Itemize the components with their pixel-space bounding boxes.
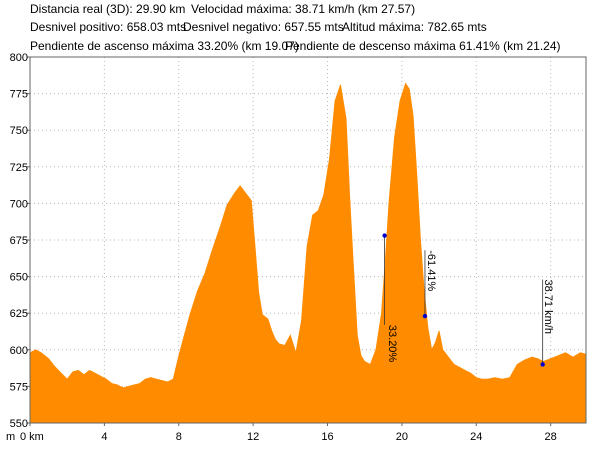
x-tick-label: 0 km (20, 431, 44, 443)
annotation-marker (540, 362, 545, 367)
max-speed-stat: Velocidad máxima: 38.71 km/h (km 27.57) (191, 2, 416, 16)
stats-panel: Distancia real (3D): 29.90 km Velocidad … (0, 0, 600, 56)
annotation-label: 38.71 km/h (542, 280, 554, 334)
elevation-area (29, 82, 587, 424)
distance-stat: Distancia real (3D): 29.90 km (30, 2, 186, 16)
y-tick-label: 650 (10, 272, 28, 284)
gain-stat: Desnivel positivo: 658.03 mts (30, 20, 187, 34)
loss-stat: Desnivel negativo: 657.55 mts (183, 20, 344, 34)
y-tick-label: 675 (10, 235, 28, 247)
x-tick-label: 8 (176, 431, 182, 443)
chart-annotations: 33.20% -61.41% 38.71 km/h (382, 233, 554, 367)
x-tick-label: 12 (247, 431, 259, 443)
chart-grid (29, 56, 586, 424)
x-tick-label: 28 (545, 431, 557, 443)
x-tick-label: 4 (101, 431, 107, 443)
y-tick-label: 775 (10, 89, 28, 101)
annotation-marker (382, 233, 387, 238)
x-tick-label: 24 (470, 431, 482, 443)
x-unit-label: m (6, 431, 15, 443)
x-axis-ticks: m 0 km 4 8 12 16 20 24 28 (6, 423, 557, 443)
y-tick-label: 700 (10, 198, 28, 210)
y-tick-label: 575 (10, 381, 28, 393)
y-tick-label: 600 (10, 345, 28, 357)
annotation-label: -61.41% (425, 250, 437, 291)
max-descent-stat: Pendiente de descenso máxima 61.41% (km … (285, 39, 561, 53)
x-tick-label: 16 (321, 431, 333, 443)
y-tick-label: 725 (10, 162, 28, 174)
annotation-marker (422, 313, 428, 319)
annotation-label: 33.20% (386, 325, 398, 363)
y-tick-label: 800 (10, 52, 28, 64)
y-tick-label: 625 (10, 308, 28, 320)
max-alt-stat: Altitud máxima: 782.65 mts (342, 20, 487, 34)
max-ascent-stat: Pendiente de ascenso máxima 33.20% (km 1… (30, 39, 299, 53)
y-axis-ticks: 550 575 600 625 650 675 700 725 750 775 800 (10, 52, 30, 430)
x-tick-label: 20 (396, 431, 408, 443)
y-tick-label: 750 (10, 125, 28, 137)
y-tick-label: 550 (10, 418, 28, 430)
